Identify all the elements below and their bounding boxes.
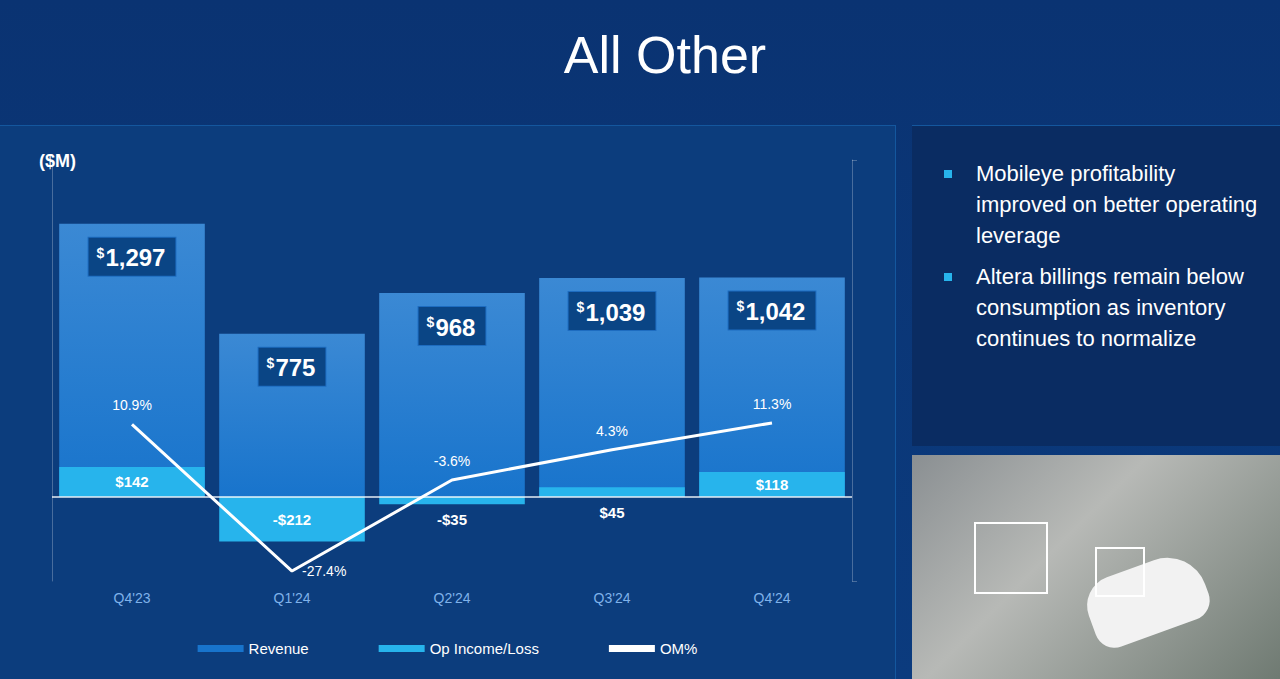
svg-text:10.9%: 10.9% <box>112 397 152 413</box>
svg-text:OM%: OM% <box>660 640 698 657</box>
svg-text:4.3%: 4.3% <box>596 423 628 439</box>
svg-text:-3.6%: -3.6% <box>434 453 471 469</box>
svg-text:1,297: 1,297 <box>105 244 165 271</box>
svg-text:$142: $142 <box>115 473 148 490</box>
svg-text:$118: $118 <box>756 476 789 493</box>
svg-text:$: $ <box>267 355 275 371</box>
svg-text:$: $ <box>97 245 105 261</box>
svg-text:-$35: -$35 <box>437 511 467 528</box>
svg-text:Q2'24: Q2'24 <box>434 590 471 606</box>
svg-text:1,042: 1,042 <box>745 298 805 325</box>
svg-text:Op Income/Loss: Op Income/Loss <box>430 640 539 657</box>
html-text:Mobileye profitability improve: Mobileye profitability improved on bette… <box>976 161 1258 248</box>
html-text:Altera billings remain below c: Altera billings remain below consumption… <box>976 264 1244 351</box>
svg-text:Revenue: Revenue <box>249 640 309 657</box>
svg-text:$: $ <box>427 314 435 330</box>
html-text:All Other: All Other <box>563 26 767 84</box>
svg-text:Q4'24: Q4'24 <box>754 590 791 606</box>
svg-text:775: 775 <box>275 354 315 381</box>
svg-text:-$212: -$212 <box>273 511 311 528</box>
svg-text:-27.4%: -27.4% <box>302 563 346 579</box>
svg-text:($M): ($M) <box>39 151 76 171</box>
svg-text:1,039: 1,039 <box>585 299 645 326</box>
svg-text:Q3'24: Q3'24 <box>594 590 631 606</box>
svg-text:Q1'24: Q1'24 <box>274 590 311 606</box>
svg-text:968: 968 <box>435 314 475 341</box>
svg-text:$: $ <box>737 298 745 314</box>
svg-text:11.3%: 11.3% <box>753 396 792 412</box>
svg-text:Q4'23: Q4'23 <box>114 590 151 606</box>
svg-text:$45: $45 <box>599 504 624 521</box>
svg-text:$: $ <box>577 299 585 315</box>
